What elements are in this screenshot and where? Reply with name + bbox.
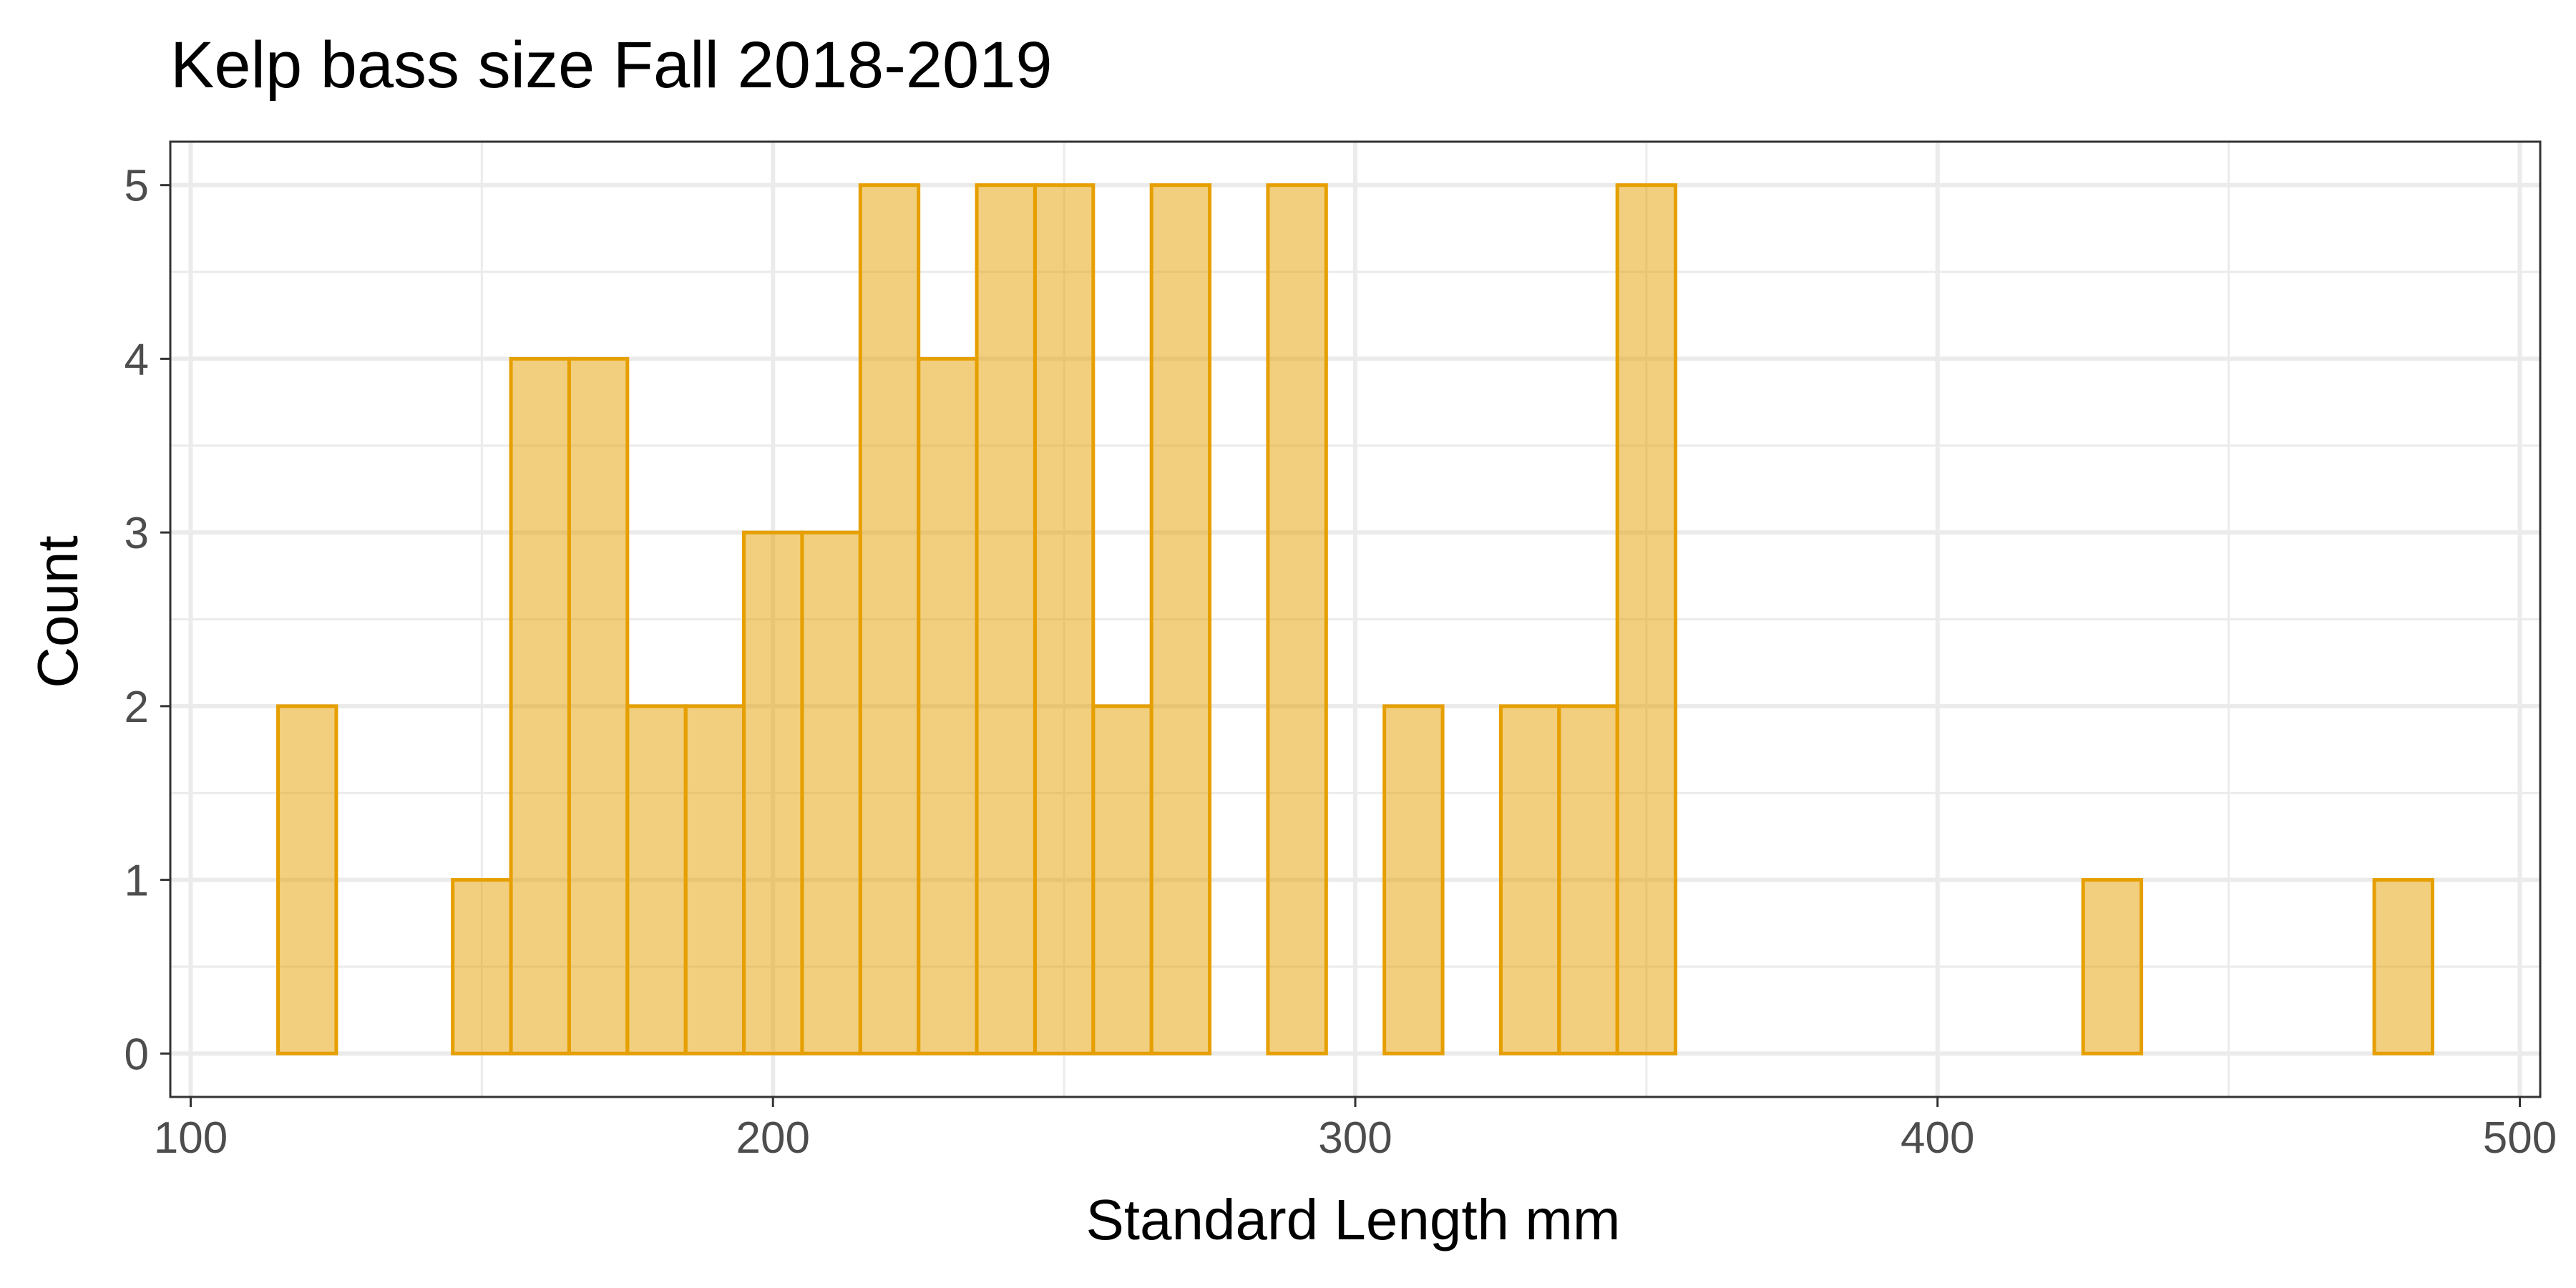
x-tick-label: 500 — [2483, 1113, 2557, 1163]
histogram-bar — [1266, 183, 1328, 1055]
x-tick-label: 100 — [154, 1113, 228, 1163]
y-axis: 0 1 2 3 4 5 — [125, 162, 170, 1079]
histogram-bar — [509, 356, 571, 1055]
chart-title: Kelp bass size Fall 2018-2019 — [170, 29, 1053, 102]
histogram-bar — [567, 356, 630, 1055]
histogram-bar — [1382, 704, 1445, 1055]
x-axis-title: Standard Length mm — [1085, 1188, 1620, 1252]
y-tick-label: 4 — [125, 335, 149, 384]
histogram-bar — [742, 530, 804, 1055]
histogram-bar — [1498, 704, 1561, 1055]
histogram-bar — [1557, 704, 1619, 1055]
y-tick-label: 5 — [125, 162, 149, 211]
y-tick-label: 2 — [125, 683, 149, 732]
histogram-bar — [2081, 878, 2144, 1055]
histogram-bars — [276, 183, 2434, 1055]
histogram-bar — [451, 878, 513, 1055]
histogram-bar — [2372, 878, 2434, 1055]
x-tick-label: 200 — [736, 1113, 810, 1163]
histogram-bar — [683, 704, 746, 1055]
histogram-bar — [625, 704, 688, 1055]
histogram-bar — [1615, 183, 1678, 1055]
histogram-bar — [975, 183, 1037, 1055]
histogram-bar — [800, 530, 862, 1055]
y-tick-label: 0 — [125, 1030, 149, 1079]
histogram-bar — [1149, 183, 1212, 1055]
histogram-bar — [858, 183, 921, 1055]
x-axis: 100 200 300 400 500 — [154, 1097, 2557, 1163]
histogram-bar — [917, 356, 979, 1055]
x-tick-label: 400 — [1901, 1113, 1974, 1163]
histogram-bar — [276, 704, 338, 1055]
histogram-bar — [1091, 704, 1153, 1055]
y-tick-label: 3 — [125, 509, 149, 558]
y-tick-label: 1 — [125, 857, 149, 906]
x-tick-label: 300 — [1318, 1113, 1392, 1163]
histogram-bar — [1033, 183, 1096, 1055]
y-axis-title: Count — [26, 535, 89, 688]
